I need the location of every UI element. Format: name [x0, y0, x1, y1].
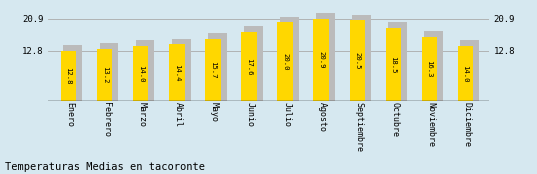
- Bar: [280, 17, 299, 101]
- Bar: [99, 43, 118, 101]
- Bar: [133, 46, 148, 101]
- Text: 13.2: 13.2: [101, 66, 107, 84]
- Text: 14.4: 14.4: [174, 64, 180, 81]
- Bar: [61, 51, 76, 101]
- Bar: [460, 40, 480, 101]
- Text: 14.0: 14.0: [137, 65, 144, 82]
- Bar: [316, 13, 335, 101]
- Bar: [352, 15, 371, 101]
- Bar: [388, 22, 407, 101]
- Bar: [172, 38, 191, 101]
- Bar: [278, 22, 293, 101]
- Bar: [136, 40, 155, 101]
- Text: 20.0: 20.0: [282, 53, 288, 70]
- Text: 15.7: 15.7: [210, 61, 216, 79]
- Text: 17.6: 17.6: [246, 58, 252, 75]
- Text: Temperaturas Medias en tacoronte: Temperaturas Medias en tacoronte: [5, 162, 205, 172]
- Bar: [169, 44, 185, 101]
- Bar: [422, 37, 437, 101]
- Text: 14.0: 14.0: [462, 65, 469, 82]
- Bar: [205, 39, 221, 101]
- Bar: [424, 31, 443, 101]
- Bar: [241, 32, 257, 101]
- Text: 16.3: 16.3: [426, 60, 432, 78]
- Text: 12.8: 12.8: [66, 67, 71, 85]
- Bar: [208, 33, 227, 101]
- Bar: [386, 28, 401, 101]
- Text: 18.5: 18.5: [390, 56, 396, 73]
- Bar: [314, 19, 329, 101]
- Bar: [458, 46, 473, 101]
- Bar: [97, 49, 112, 101]
- Bar: [63, 45, 82, 101]
- Bar: [350, 21, 365, 101]
- Text: 20.5: 20.5: [354, 52, 360, 69]
- Text: 20.9: 20.9: [318, 51, 324, 69]
- Bar: [244, 26, 263, 101]
